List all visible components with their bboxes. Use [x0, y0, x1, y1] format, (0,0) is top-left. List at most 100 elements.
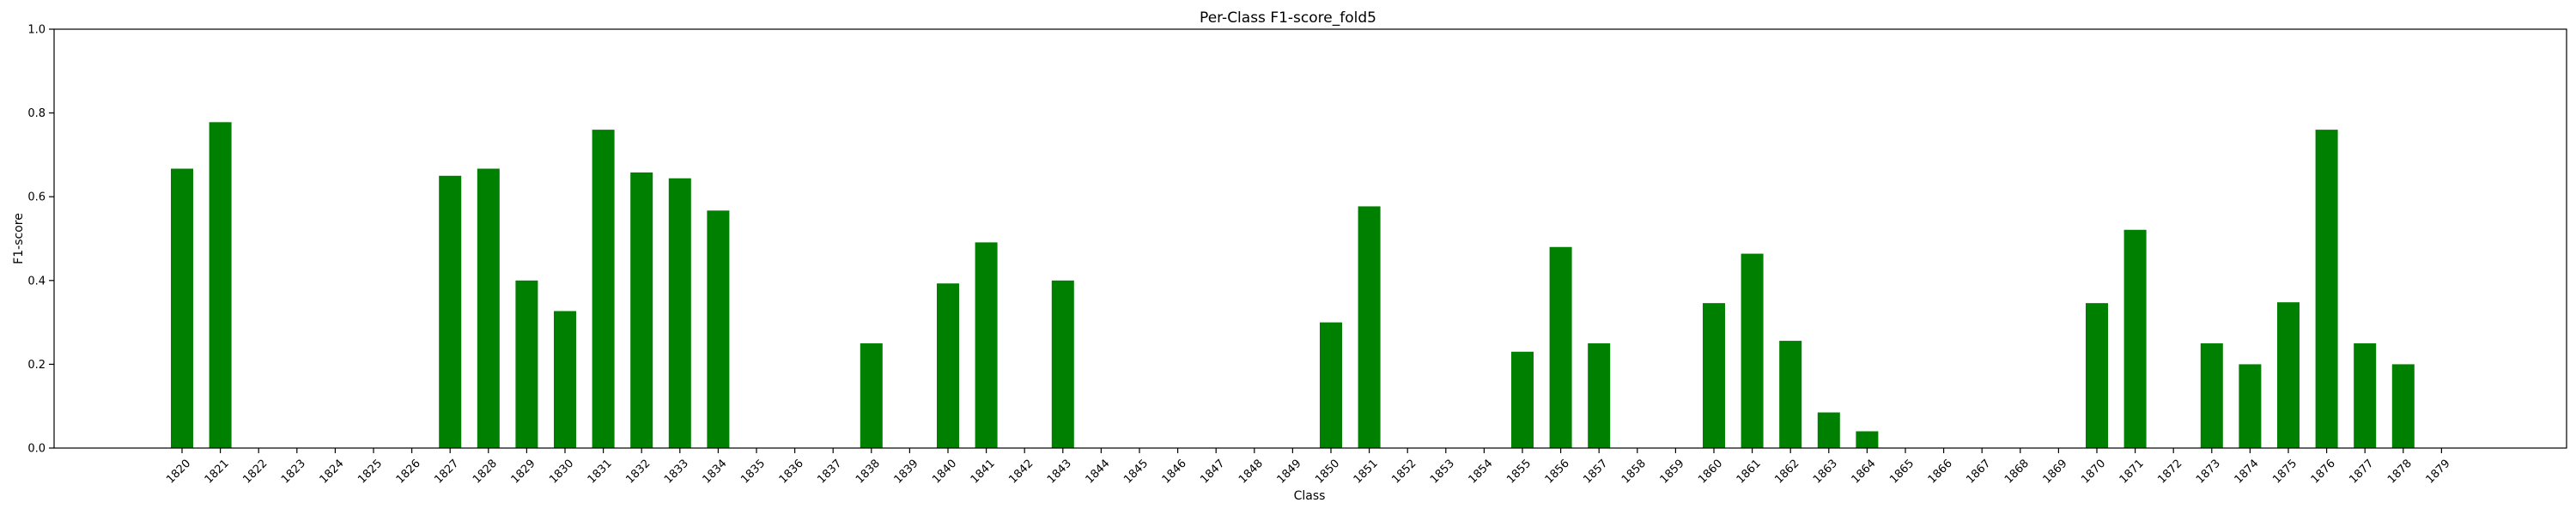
x-tick-label: 1868	[2002, 457, 2032, 487]
x-tick-label: 1829	[509, 457, 538, 487]
bar	[630, 172, 653, 448]
x-tick-label: 1854	[1467, 457, 1496, 487]
x-tick-label: 1848	[1236, 457, 1266, 487]
x-tick-label: 1834	[701, 457, 730, 487]
bar	[707, 210, 730, 448]
x-tick-label: 1872	[2155, 457, 2184, 487]
x-tick-label: 1852	[1389, 457, 1419, 487]
x-tick-label: 1832	[623, 457, 653, 487]
bar	[477, 168, 500, 448]
y-axis: 0.0 0.2 0.4 0.6 0.8 1.0	[27, 24, 54, 456]
x-tick-label: 1869	[2041, 457, 2070, 487]
x-tick-label: 1840	[930, 457, 959, 487]
x-tick-label: 1856	[1543, 457, 1572, 487]
bar	[1051, 280, 1074, 448]
x-tick-label: 1845	[1121, 457, 1151, 487]
bar	[1588, 343, 1611, 448]
bar	[1741, 253, 1764, 448]
bar	[1779, 341, 1802, 448]
bar	[2277, 302, 2300, 448]
x-tick-label: 1855	[1504, 457, 1534, 487]
x-tick-label: 1828	[471, 457, 500, 487]
x-tick-label: 1846	[1160, 457, 1189, 487]
x-tick-label: 1878	[2385, 457, 2415, 487]
x-tick-label: 1849	[1275, 457, 1304, 487]
x-tick-label: 1836	[777, 457, 806, 487]
x-tick-label: 1847	[1198, 457, 1227, 487]
x-tick-label: 1866	[1926, 457, 1955, 487]
x-tick-label: 1833	[662, 457, 691, 487]
bar	[2239, 364, 2262, 448]
x-tick-label: 1865	[1887, 457, 1917, 487]
x-tick-label: 1858	[1619, 457, 1649, 487]
x-tick-label: 1822	[240, 457, 270, 487]
x-tick-label: 1838	[854, 457, 883, 487]
x-tick-label: 1841	[969, 457, 998, 487]
x-tick-label: 1831	[586, 457, 615, 487]
y-axis-label: F1-score	[12, 213, 26, 264]
x-tick-label: 1826	[394, 457, 423, 487]
bar	[209, 122, 232, 448]
x-tick-label: 1857	[1581, 457, 1610, 487]
plot-frame	[53, 28, 2567, 449]
bar	[668, 178, 691, 448]
bar	[860, 343, 883, 448]
x-tick-label: 1853	[1428, 457, 1457, 487]
bar	[1358, 206, 1381, 448]
x-axis-label: Class	[1294, 489, 1326, 503]
chart-title: Per-Class F1-score_fold5	[1200, 9, 1376, 27]
x-tick-label: 1874	[2233, 457, 2262, 487]
x-tick-label: 1862	[1772, 457, 1801, 487]
bar	[937, 283, 959, 448]
bar	[2354, 343, 2377, 448]
y-tick-label: 0.4	[27, 275, 46, 288]
y-tick-label: 0.8	[27, 107, 46, 120]
x-tick-label: 1837	[815, 457, 844, 487]
x-tick-label: 1873	[2194, 457, 2223, 487]
x-tick-label: 1863	[1811, 457, 1840, 487]
bar-series	[171, 122, 2415, 449]
x-tick-label: 1842	[1006, 457, 1036, 487]
x-tick-label: 1879	[2424, 457, 2453, 487]
y-tick-label: 0.0	[27, 443, 46, 456]
x-tick-label: 1850	[1313, 457, 1342, 487]
x-tick-label: 1835	[738, 457, 768, 487]
x-tick-label: 1876	[2309, 457, 2338, 487]
x-tick-label: 1870	[2079, 457, 2108, 487]
y-tick-label: 1.0	[27, 24, 46, 37]
x-tick-label: 1821	[203, 457, 232, 487]
x-tick-label: 1823	[279, 457, 308, 487]
x-tick-label: 1859	[1658, 457, 1687, 487]
x-tick-label: 1827	[432, 457, 461, 487]
bar	[2391, 364, 2415, 448]
bar	[1703, 303, 1725, 448]
x-tick-label: 1839	[892, 457, 921, 487]
x-tick-label: 1877	[2347, 457, 2376, 487]
x-tick-label: 1843	[1045, 457, 1074, 487]
x-tick-label: 1824	[318, 457, 347, 487]
bar	[1817, 412, 1840, 448]
bar	[2086, 303, 2108, 448]
bar	[1856, 431, 1879, 448]
bar	[1320, 322, 1342, 448]
bar	[975, 242, 998, 448]
x-tick-label: 1851	[1352, 457, 1381, 487]
y-tick-label: 0.6	[27, 191, 46, 204]
x-tick-label: 1871	[2117, 457, 2147, 487]
bar	[2123, 229, 2147, 448]
x-tick-label: 1864	[1850, 457, 1879, 487]
bar	[515, 280, 538, 448]
x-tick-label: 1844	[1084, 457, 1113, 487]
bar	[1511, 351, 1534, 448]
x-axis: 1820 1821 1822 1823 1824 1825 1826 1827 1828 1829…	[164, 448, 2453, 487]
x-tick-label: 1825	[355, 457, 385, 487]
x-tick-label: 1830	[547, 457, 576, 487]
x-tick-label: 1820	[164, 457, 193, 487]
bar	[2200, 343, 2223, 448]
x-tick-label: 1875	[2270, 457, 2300, 487]
x-tick-label: 1867	[1964, 457, 1993, 487]
bar	[1549, 246, 1572, 448]
x-tick-label: 1861	[1735, 457, 1764, 487]
x-tick-label: 1860	[1696, 457, 1725, 487]
